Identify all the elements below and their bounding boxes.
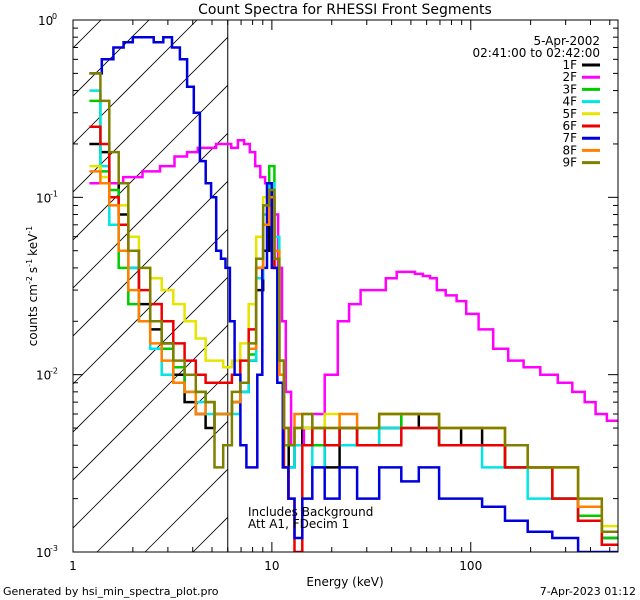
- y-tick-label-1e-1: 10 -1: [36, 189, 58, 205]
- series-line-9F: [89, 72, 618, 534]
- hatch-line: [73, 372, 228, 529]
- y-tick-label-1e0: 10 0: [38, 12, 57, 28]
- legend-label-1F: 1F: [562, 58, 577, 72]
- legend-label-2F: 2F: [562, 70, 577, 84]
- attenuator-annotation: Att A1, FDecim 1: [248, 517, 349, 531]
- x-axis-label: Energy (keV): [306, 575, 383, 589]
- y-axis-label-end: keV: [26, 233, 40, 256]
- y-tick-exponent: -3: [50, 544, 58, 553]
- legend-label-9F: 9F: [562, 156, 577, 170]
- chart-title: Count Spectra for RHESSI Front Segments: [198, 2, 492, 18]
- timestamp-label: 7-Apr-2023 01:12: [540, 585, 636, 598]
- y-tick-base: 10: [38, 14, 53, 28]
- x-tick-label-1: 1: [69, 559, 77, 573]
- legend-label-4F: 4F: [562, 95, 577, 109]
- y-tick-label-1e-2: 10 -2: [36, 367, 58, 383]
- hatch-line: [96, 420, 228, 552]
- hatch-line: [73, 132, 228, 289]
- time-range-label: 02:41:00 to 02:42:00: [473, 46, 600, 60]
- y-tick-exponent: -2: [50, 367, 58, 376]
- series-group: [89, 35, 618, 552]
- legend-label-8F: 8F: [562, 143, 577, 157]
- hatch-line: [73, 228, 228, 385]
- y-axis-label-main: counts cm: [26, 284, 40, 346]
- legend-label-3F: 3F: [562, 82, 577, 96]
- y-tick-base: 10: [36, 191, 51, 205]
- y-axis-label: counts cm-2s-1keV-1: [25, 226, 40, 347]
- plot-frame: [72, 19, 619, 553]
- x-tick-label-10: 10: [264, 559, 279, 573]
- excluded-region-hatch: [73, 20, 228, 552]
- y-axis-label-exp2: -1: [25, 259, 34, 267]
- date-label: 5-Apr-2002: [533, 34, 600, 48]
- axis-ticks: [72, 19, 618, 553]
- legend-label-6F: 6F: [562, 119, 577, 133]
- y-axis-label-mid: s: [26, 267, 40, 273]
- y-axis-label-exp3: -1: [25, 226, 34, 234]
- generated-by-label: Generated by hsi_min_spectra_plot.pro: [3, 585, 219, 598]
- hatch-line: [73, 20, 150, 97]
- y-tick-base: 10: [36, 546, 51, 560]
- x-tick-label-100: 100: [459, 559, 482, 573]
- series-line-7F: [89, 35, 618, 552]
- y-tick-label-1e-3: 10 -3: [36, 544, 58, 560]
- hatch-line: [73, 20, 198, 145]
- y-tick-base: 10: [36, 369, 51, 383]
- y-axis-label-exp1: -2: [25, 276, 34, 284]
- legend-label-5F: 5F: [562, 107, 577, 121]
- background-annotation: Includes Background: [248, 505, 373, 519]
- y-tick-exponent: 0: [52, 12, 57, 21]
- y-tick-exponent: -1: [50, 189, 58, 198]
- series-line-2F: [89, 138, 618, 447]
- hatch-line: [73, 36, 228, 193]
- hatch-line: [73, 180, 228, 337]
- hatch-line: [73, 324, 228, 481]
- legend-label-7F: 7F: [562, 131, 577, 145]
